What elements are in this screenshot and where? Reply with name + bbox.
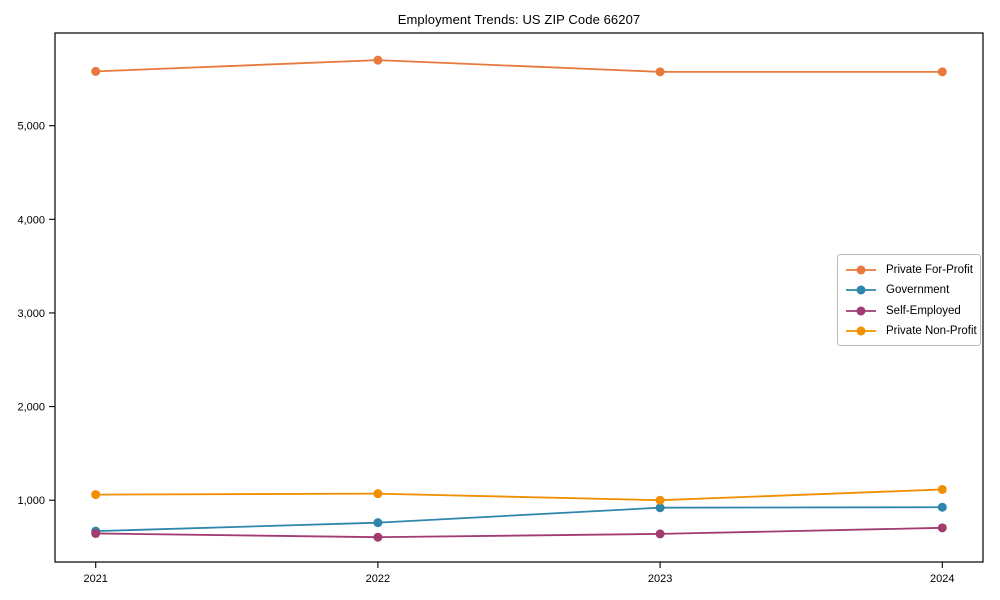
y-axis: 1,000 2,000 3,000 4,000 5,000 bbox=[17, 121, 55, 507]
y-tick-label: 5,000 bbox=[17, 121, 45, 133]
y-tick-label: 1,000 bbox=[17, 495, 45, 507]
data-point-marker bbox=[655, 503, 665, 513]
data-point-marker bbox=[373, 55, 383, 65]
y-tick-label: 3,000 bbox=[17, 308, 45, 320]
chart-title: Employment Trends: US ZIP Code 66207 bbox=[397, 12, 641, 27]
axes-frame bbox=[54, 32, 984, 563]
x-tick-label: 2023 bbox=[648, 573, 672, 585]
data-point-marker bbox=[655, 529, 665, 539]
y-tick-label: 4,000 bbox=[17, 214, 45, 226]
series-line bbox=[95, 526, 943, 539]
data-point-marker bbox=[937, 484, 947, 494]
legend-marker-icon bbox=[846, 326, 876, 336]
legend-label: Self-Employed bbox=[886, 304, 961, 317]
data-point-marker bbox=[655, 67, 665, 77]
series-line bbox=[95, 506, 943, 533]
legend-item: Private Non-Profit bbox=[845, 321, 977, 341]
data-point-marker bbox=[373, 532, 383, 542]
series-private-non-profit bbox=[91, 484, 947, 505]
data-point-marker bbox=[373, 518, 383, 528]
legend-marker-icon bbox=[846, 265, 876, 275]
x-tick-label: 2021 bbox=[83, 573, 107, 585]
data-point-marker bbox=[937, 67, 947, 77]
legend: Private For-Profit Government Self-Employe… bbox=[837, 254, 981, 346]
x-axis: 2021 2022 2023 2024 bbox=[83, 562, 955, 585]
data-point-marker bbox=[655, 495, 665, 505]
x-tick-label: 2022 bbox=[366, 573, 390, 585]
data-point-marker bbox=[937, 523, 947, 533]
legend-label: Private Non-Profit bbox=[886, 324, 977, 337]
data-point-marker bbox=[91, 528, 101, 538]
legend-marker-icon bbox=[846, 285, 876, 295]
y-tick-label: 2,000 bbox=[17, 402, 45, 414]
series-self-employed bbox=[91, 523, 947, 542]
legend-label: Private For-Profit bbox=[886, 264, 973, 276]
data-point-marker bbox=[91, 66, 101, 76]
legend-item: Government bbox=[845, 280, 974, 300]
legend-label: Government bbox=[886, 284, 950, 297]
legend-item: Private For-Profit bbox=[845, 260, 974, 280]
data-point-marker bbox=[373, 489, 383, 499]
series-government bbox=[91, 502, 947, 536]
legend-item: Self-Employed bbox=[845, 301, 974, 321]
series-private-for-profit bbox=[91, 55, 947, 77]
legend-marker-icon bbox=[846, 306, 876, 316]
data-point-marker bbox=[91, 490, 101, 500]
data-point-marker bbox=[937, 502, 947, 512]
series-line bbox=[95, 488, 943, 502]
series-line bbox=[95, 59, 943, 73]
x-tick-label: 2024 bbox=[930, 573, 954, 585]
